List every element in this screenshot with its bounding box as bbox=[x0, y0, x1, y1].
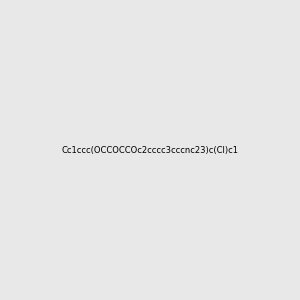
Text: Cc1ccc(OCCOCCOc2cccc3cccnc23)c(Cl)c1: Cc1ccc(OCCOCCOc2cccc3cccnc23)c(Cl)c1 bbox=[61, 146, 239, 154]
